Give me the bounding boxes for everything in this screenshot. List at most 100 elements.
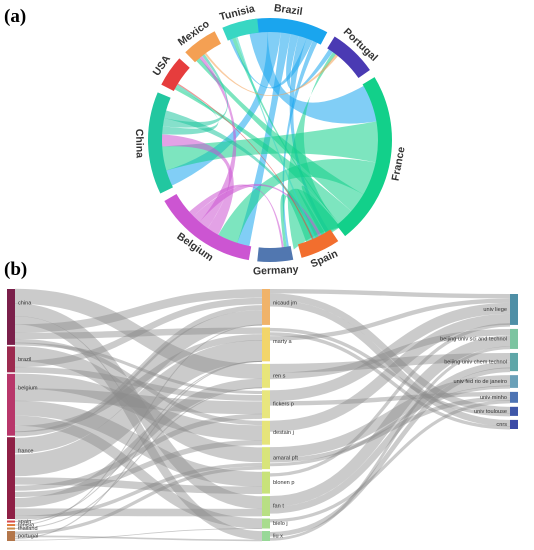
panel-a-label: (a) — [4, 6, 26, 27]
node-ren-s — [262, 363, 270, 388]
node-label-tunisia: tunisia — [18, 523, 35, 529]
flow-marty-a-to-univ-liege — [269, 298, 511, 341]
node-china — [7, 289, 15, 345]
label-france: France — [390, 146, 408, 182]
flow-portugal-to-liu-x — [14, 535, 263, 542]
chord-tunisia-spain — [234, 33, 318, 243]
node-spain — [7, 520, 15, 523]
node-label-univ-minho: univ minho — [480, 395, 507, 401]
node-thailand — [7, 527, 15, 530]
node-label-portugal: portugal — [18, 534, 38, 540]
node-label-brazil: brazil — [18, 357, 31, 363]
chord-france-portugal — [287, 48, 341, 250]
flow-china-to-ren-s — [14, 288, 263, 379]
flow-china-to-liu-x — [14, 315, 263, 540]
flow-portugal-to-marty-a — [14, 360, 263, 539]
flow-liu-x-to-beijing-univ-chem-technol — [269, 367, 511, 537]
chord-mexico-portugal — [201, 49, 341, 97]
flow-china-to-fan-t — [14, 303, 263, 510]
flow-amaral-pft-to-univ-minho — [269, 396, 511, 463]
arc-usa — [161, 58, 190, 91]
flow-france-to-blonen-p — [14, 477, 263, 495]
node-blonen-p — [262, 471, 270, 494]
flow-portugal-to-amaral-pft — [14, 466, 263, 535]
node-label-univ-liege: univ liege — [483, 307, 507, 313]
node-label-amaral-pft: amaral pft — [273, 456, 298, 462]
arc-germany — [257, 246, 294, 262]
flow-destain-j-to-univ-liege — [269, 313, 511, 432]
node-fan-t — [262, 496, 270, 517]
flow-china-to-fickers-p — [14, 342, 263, 395]
node-france — [7, 437, 15, 520]
flow-blonen-p-to-univ-liege — [269, 323, 511, 477]
node-label-marty-a: marty a — [273, 339, 293, 345]
sankey-diagram: china brazil belgium france spaintunisiathai… — [7, 288, 518, 542]
chord-china-mexico — [158, 51, 228, 128]
arc-brazil — [244, 18, 328, 45]
node-label-ren-s: ren s — [273, 373, 286, 379]
node-label-china: china — [18, 300, 32, 306]
arc-spain — [297, 229, 339, 258]
node-label-fickers-p: fickers p — [273, 402, 294, 408]
flow-nicaud-jm-to-cnrs — [269, 299, 511, 427]
node-cnrs — [510, 419, 518, 429]
flow-ren-s-to-beijing-univ-chem-technol — [269, 352, 511, 373]
flow-fickers-p-to-univ-liege — [269, 302, 511, 402]
flow-china-to-marty-a — [14, 327, 263, 340]
node-label-liu-x: liu x — [273, 533, 283, 539]
flow-fan-t-to-beijing-univ-chem-technol — [269, 361, 511, 514]
flow-belgium-to-fickers-p — [14, 388, 263, 415]
chord-brazil-france — [248, 28, 381, 124]
node-fickers-p — [262, 390, 270, 419]
flow-belgium-to-bielo-j — [14, 415, 263, 529]
arc-portugal — [327, 36, 370, 79]
flow-china-to-nicaud-jm — [14, 289, 263, 333]
node-label-france: france — [18, 449, 34, 455]
node-univ-fed-rio-de-janeiro — [510, 375, 518, 388]
flow-france-to-destain-j — [14, 439, 263, 498]
node-label-blonen-p: blonen p — [273, 480, 294, 486]
flow-belgium-to-nicaud-jm — [14, 305, 263, 437]
flow-belgium-to-destain-j — [14, 373, 263, 441]
node-liu-x — [262, 531, 270, 541]
node-label-bielo-j: bielo j — [273, 521, 288, 527]
flow-france-to-ren-s — [14, 378, 263, 508]
flow-china-to-destain-j — [14, 338, 263, 426]
node-brazil — [7, 346, 15, 373]
flow-spain-to-marty-a — [14, 360, 263, 523]
chord-belgium-china — [158, 134, 234, 239]
flow-tunisia-to-nicaud-jm — [14, 324, 263, 526]
flow-amaral-pft-to-univ-fed-rio-de-janeiro — [269, 375, 511, 459]
flow-brazil-to-amaral-pft — [14, 346, 263, 463]
label-brazil: Brazil — [273, 2, 303, 18]
flow-brazil-to-fickers-p — [14, 366, 263, 401]
chord-belgium-spain — [190, 183, 324, 241]
flow-belgium-to-blonen-p — [14, 400, 263, 487]
arc-belgium — [164, 194, 252, 261]
flow-france-to-nicaud-jm — [14, 310, 263, 454]
node-label-spain: spain — [18, 519, 31, 525]
node-beijing-univ-sci-and-technol — [510, 328, 518, 349]
chord-brazil-belgium — [236, 28, 292, 250]
node-tunisia — [7, 524, 15, 527]
node-label-nicaud-jm: nicaud jm — [273, 300, 297, 306]
node-bielo-j — [262, 518, 270, 529]
node-label-cnrs: cnrs — [496, 422, 507, 428]
node-amaral-pft — [262, 447, 270, 470]
node-marty-a — [262, 327, 270, 362]
chord-belgium-germany — [186, 184, 285, 252]
chord-france-usa — [171, 84, 355, 227]
node-univ-toulouse — [510, 406, 518, 416]
flow-portugal-to-bielo-j — [14, 528, 263, 541]
node-portugal — [7, 531, 15, 542]
arc-china — [148, 92, 173, 194]
node-univ-minho — [510, 391, 518, 403]
flow-ren-s-to-beijing-univ-sci-and-technol — [269, 328, 511, 380]
flow-nicaud-jm-to-univ-liege — [269, 288, 511, 299]
flow-france-to-fickers-p — [14, 413, 263, 491]
arc-france — [336, 77, 392, 237]
label-china: China — [133, 129, 146, 159]
node-nicaud-jm — [262, 289, 270, 325]
flow-nicaud-jm-to-univ-toulouse — [269, 293, 511, 414]
